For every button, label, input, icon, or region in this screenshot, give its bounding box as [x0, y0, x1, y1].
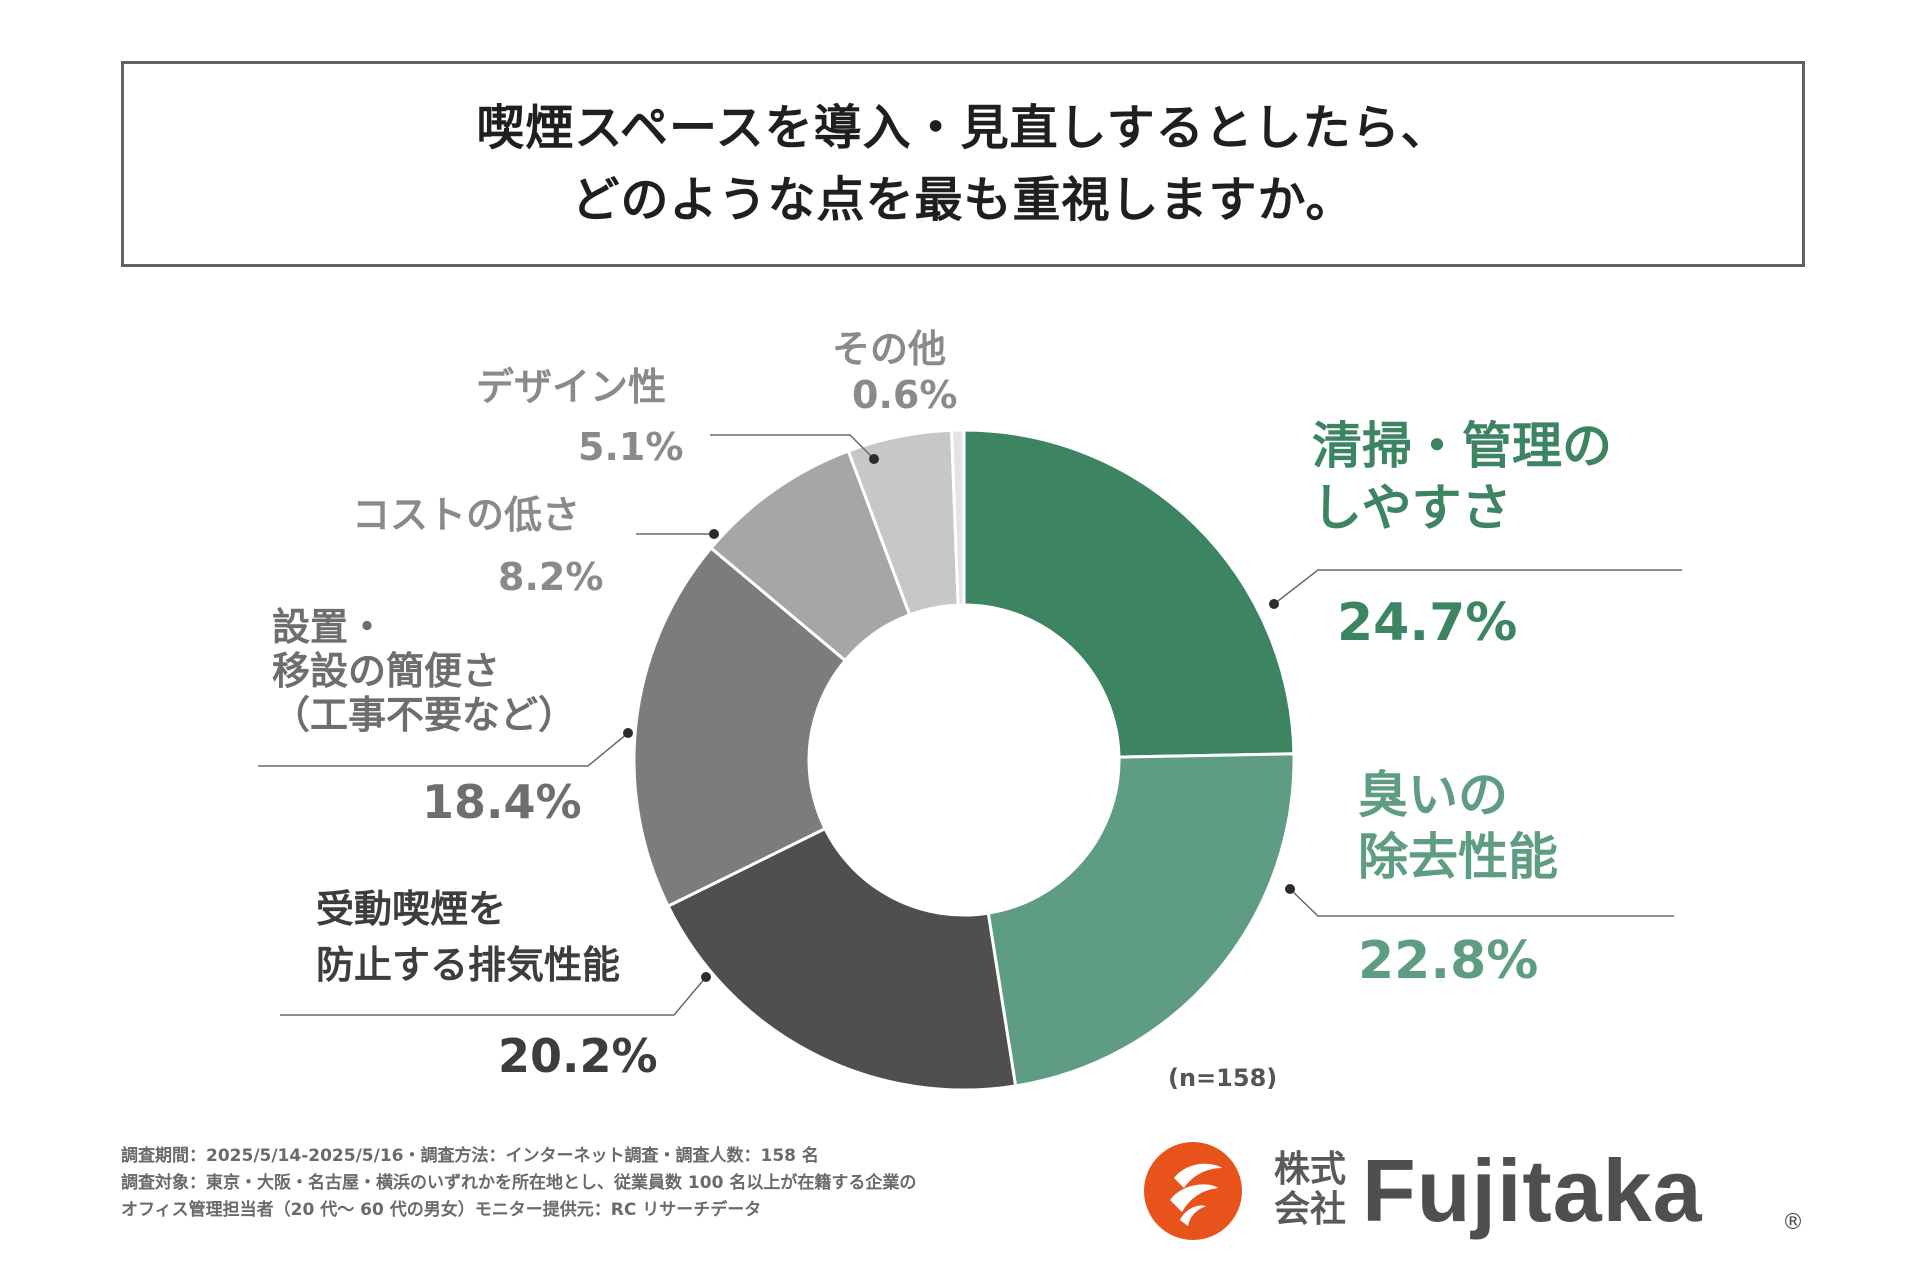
leader-line-4	[258, 732, 629, 767]
logo-corp-line-1: 株式	[1274, 1149, 1347, 1190]
slice-label-line: コストの低さ	[352, 493, 580, 537]
leader-dot-6	[869, 454, 879, 464]
slice-label-line: 臭いの	[1358, 766, 1508, 824]
slice-value-6: 5.1%	[578, 425, 683, 469]
donut-slice-2	[986, 752, 1296, 1088]
slice-label-line: （工事不要など）	[272, 693, 576, 737]
slice-label-line: 除去性能	[1358, 828, 1558, 886]
registered-mark: ®	[1782, 1210, 1804, 1235]
slice-label-line: 防止する排気性能	[316, 943, 620, 987]
logo-corp-line-2: 会社	[1274, 1189, 1347, 1230]
company-logo: 株式 会社 Fujitaka ®	[1140, 1136, 1820, 1246]
leader-line-2	[1289, 888, 1674, 917]
slice-value-7: 0.6%	[852, 373, 957, 417]
donut-slice-7	[950, 428, 966, 607]
leader-dot-4	[623, 728, 633, 738]
slice-label-3: 受動喫煙を防止する排気性能	[316, 887, 620, 987]
fujitaka-logo-icon	[1144, 1142, 1242, 1240]
donut-slice-1	[962, 428, 1296, 759]
slice-label-2: 臭いの除去性能	[1358, 766, 1558, 886]
slice-label-1: 清掃・管理のしやすさ	[1312, 417, 1612, 537]
slice-label-5: コストの低さ	[352, 493, 580, 537]
slice-label-4: 設置・移設の簡便さ（工事不要など）	[272, 605, 576, 737]
slice-value-5: 8.2%	[498, 555, 603, 599]
donut-slice-3	[666, 826, 1018, 1092]
slice-label-line: 設置・	[272, 605, 386, 649]
slice-value-4: 18.4%	[422, 775, 582, 829]
footnote-line-3: オフィス管理担当者（20 代～ 60 代の男女）モニター提供元：RC リサーチデ…	[121, 1200, 762, 1220]
slice-label-line: 清掃・管理の	[1312, 417, 1612, 475]
leader-line-1	[1273, 569, 1682, 605]
slice-label-line: その他	[832, 327, 946, 371]
donut-slice-4	[632, 545, 848, 909]
title-box: 喫煙スペースを導入・見直しするとしたら、 どのような点を最も重視しますか。	[121, 61, 1805, 267]
slice-label-line: 移設の簡便さ	[272, 649, 500, 693]
title-line-2: どのような点を最も重視しますか。	[571, 172, 1355, 228]
slice-value-2: 22.8%	[1358, 931, 1538, 991]
title-line-1: 喫煙スペースを導入・見直しするとしたら、	[476, 100, 1450, 156]
slice-value-1: 24.7%	[1337, 593, 1517, 653]
slice-label-line: 受動喫煙を	[316, 887, 506, 931]
leader-dot-1	[1269, 599, 1279, 609]
survey-footnote: 調査期間：2025/5/14-2025/5/16・調査方法：インターネット調査・…	[121, 1143, 916, 1224]
footnote-line-1: 調査期間：2025/5/14-2025/5/16・調査方法：インターネット調査・…	[121, 1146, 819, 1166]
slice-value-3: 20.2%	[498, 1029, 658, 1083]
slice-label-line: しやすさ	[1312, 479, 1512, 537]
slice-label-line: デザイン性	[476, 365, 666, 409]
slice-label-6: デザイン性	[476, 365, 666, 409]
footnote-line-2: 調査対象：東京・大阪・名古屋・横浜のいずれかを所在地とし、従業員数 100 名以…	[121, 1173, 917, 1193]
leader-dot-5	[709, 529, 719, 539]
slice-label-7: その他	[832, 327, 946, 371]
sample-size-label: (n=158)	[1168, 1064, 1277, 1092]
leader-line-3	[280, 976, 707, 1016]
leader-dot-3	[701, 972, 711, 982]
leader-line-6	[710, 434, 875, 460]
logo-corp-type: 株式 会社	[1274, 1150, 1354, 1230]
leader-dot-2	[1285, 884, 1295, 894]
logo-wordmark: Fujitaka	[1362, 1141, 1703, 1240]
